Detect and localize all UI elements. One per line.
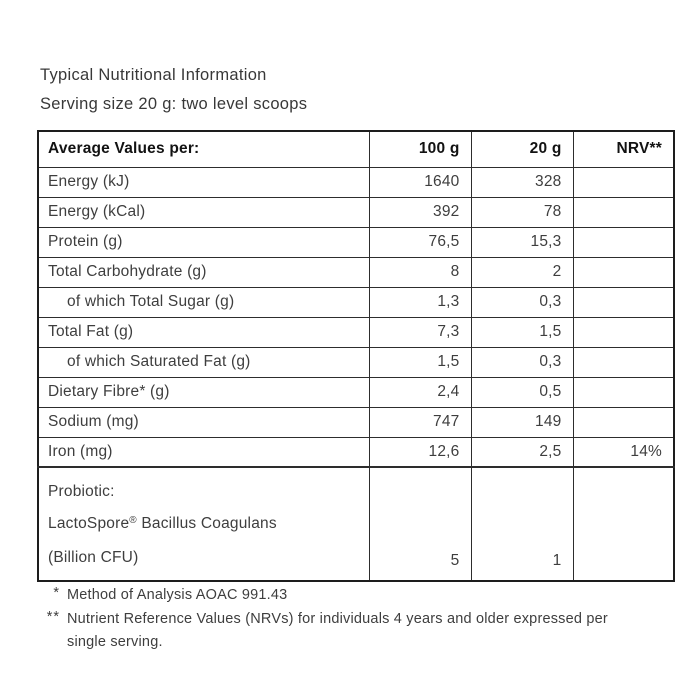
row-value-nrv <box>572 286 675 318</box>
row-value-100g: 1,5 <box>368 346 472 378</box>
table-row: Total Carbohydrate (g) 8 2 <box>37 256 675 288</box>
row-value-100g: 1640 <box>368 166 472 198</box>
page-title: Typical Nutritional Information <box>40 66 267 84</box>
row-label: Total Carbohydrate (g) <box>37 256 370 288</box>
table-row: Energy (kCal) 392 78 <box>37 196 675 228</box>
row-value-100g: 7,3 <box>368 316 472 348</box>
probiotic-line2: LactoSpore® Bacillus Coagulans <box>48 515 277 532</box>
row-value-20g: 78 <box>470 196 574 228</box>
row-value-nrv <box>572 316 675 348</box>
row-label: Energy (kJ) <box>37 166 370 198</box>
row-value-100g: 76,5 <box>368 226 472 258</box>
header-row: Average Values per: 100 g 20 g NRV** <box>37 130 675 168</box>
nutrition-table: Average Values per: 100 g 20 g NRV** Ene… <box>37 130 675 582</box>
row-value-100g: 747 <box>368 406 472 438</box>
footnote-text: Method of Analysis AOAC 991.43 <box>67 587 288 603</box>
table-row: Iron (mg) 12,6 2,5 14% <box>37 436 675 468</box>
table-body: Energy (kJ) 1640 328 Energy (kCal) 392 78 Prot… <box>37 166 675 468</box>
footnote-text: Nutrient Reference Values (NRVs) for ind… <box>67 610 608 651</box>
row-value-20g: 15,3 <box>470 226 574 258</box>
column-header-100g: 100 g <box>368 130 472 168</box>
row-label: of which Saturated Fat (g) <box>37 346 370 378</box>
table-header: Average Values per: 100 g 20 g NRV** <box>37 130 675 168</box>
row-value-nrv <box>572 196 675 228</box>
row-value-nrv <box>572 256 675 288</box>
table-row: Sodium (mg) 747 149 <box>37 406 675 438</box>
row-value-nrv <box>572 166 675 198</box>
row-value-100g: 8 <box>368 256 472 288</box>
probiotic-label-cell: Probiotic: LactoSpore® Bacillus Coagulan… <box>37 466 370 582</box>
column-header-nrv: NRV** <box>572 130 675 168</box>
footnote-marker-single-asterisk: * <box>53 585 60 601</box>
column-header-20g: 20 g <box>470 130 574 168</box>
row-label: Iron (mg) <box>37 436 370 468</box>
registered-trademark-symbol: ® <box>129 515 137 526</box>
row-value-nrv: 14% <box>572 436 675 468</box>
table-row: of which Total Sugar (g) 1,3 0,3 <box>37 286 675 318</box>
row-value-nrv <box>572 226 675 258</box>
row-value-20g: 149 <box>470 406 574 438</box>
footnotes: * Method of Analysis AOAC 991.43 ** Nutr… <box>38 584 642 655</box>
column-header-average-values: Average Values per: <box>37 130 370 168</box>
row-value-nrv <box>572 376 675 408</box>
footnote-nrv-definition: ** Nutrient Reference Values (NRVs) for … <box>38 608 642 655</box>
footnote-marker-double-asterisk: ** <box>46 608 60 625</box>
row-label: Total Fat (g) <box>37 316 370 348</box>
probiotic-line1: Probiotic: <box>48 483 115 500</box>
row-value-100g: 392 <box>368 196 472 228</box>
row-value-20g: 0,3 <box>470 286 574 318</box>
row-label: of which Total Sugar (g) <box>37 286 370 318</box>
probiotic-value-100g: 5 <box>368 466 472 582</box>
row-value-20g: 2,5 <box>470 436 574 468</box>
table-row: Protein (g) 76,5 15,3 <box>37 226 675 258</box>
row-value-20g: 1,5 <box>470 316 574 348</box>
table-row: of which Saturated Fat (g) 1,5 0,3 <box>37 346 675 378</box>
serving-size-subtitle: Serving size 20 g: two level scoops <box>40 95 308 113</box>
row-value-20g: 0,3 <box>470 346 574 378</box>
footnote-method-of-analysis: * Method of Analysis AOAC 991.43 <box>38 584 642 608</box>
row-value-100g: 2,4 <box>368 376 472 408</box>
row-value-nrv <box>572 346 675 378</box>
row-value-20g: 0,5 <box>470 376 574 408</box>
title-block: Typical Nutritional Information Serving … <box>40 61 307 119</box>
row-label: Energy (kCal) <box>37 196 370 228</box>
row-value-100g: 1,3 <box>368 286 472 318</box>
row-label: Sodium (mg) <box>37 406 370 438</box>
row-value-20g: 2 <box>470 256 574 288</box>
table-row: Energy (kJ) 1640 328 <box>37 166 675 198</box>
table-row-probiotic: Probiotic: LactoSpore® Bacillus Coagulan… <box>37 466 675 582</box>
table-row: Total Fat (g) 7,3 1,5 <box>37 316 675 348</box>
probiotic-section: Probiotic: LactoSpore® Bacillus Coagulan… <box>37 466 675 582</box>
row-value-100g: 12,6 <box>368 436 472 468</box>
probiotic-value-nrv <box>572 466 675 582</box>
row-value-20g: 328 <box>470 166 574 198</box>
table-row: Dietary Fibre* (g) 2,4 0,5 <box>37 376 675 408</box>
probiotic-value-20g: 1 <box>470 466 574 582</box>
row-value-nrv <box>572 406 675 438</box>
row-label: Protein (g) <box>37 226 370 258</box>
probiotic-line3: (Billion CFU) <box>48 549 139 566</box>
row-label: Dietary Fibre* (g) <box>37 376 370 408</box>
